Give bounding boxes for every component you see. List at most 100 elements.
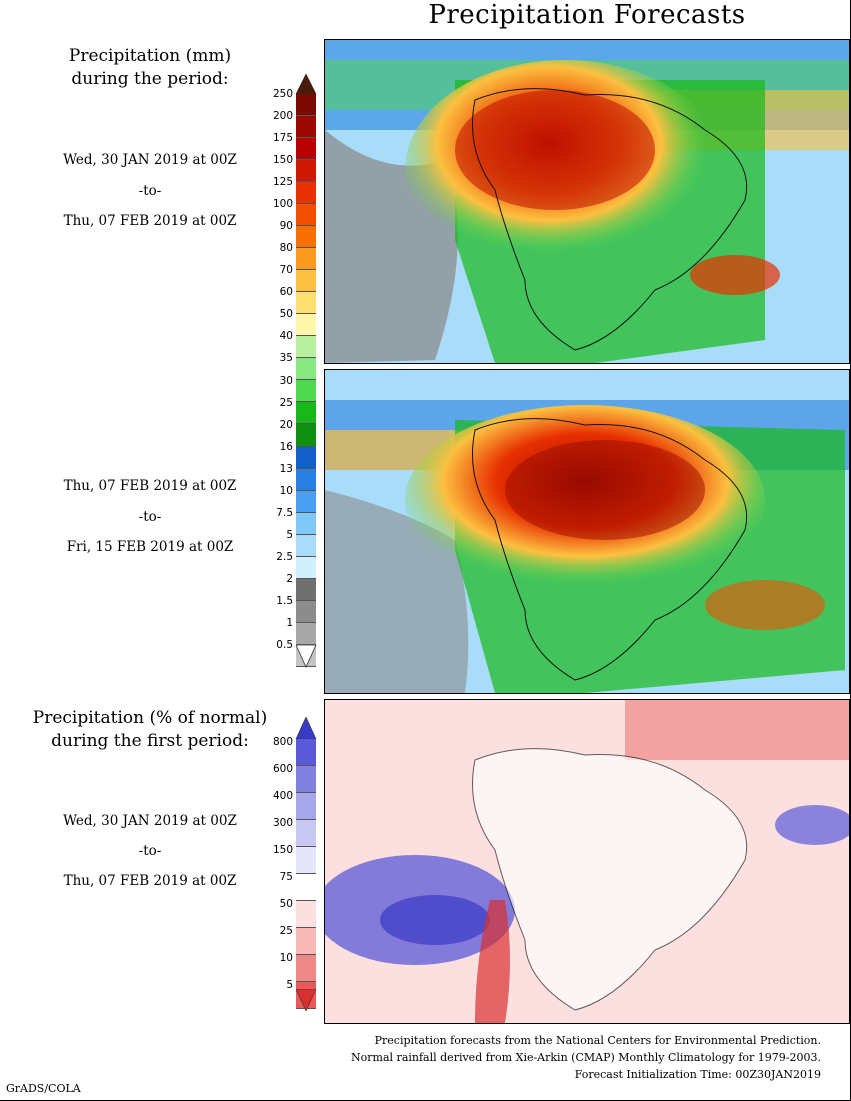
colorbar-segment xyxy=(296,468,316,491)
colorbar-tick-label: 300 xyxy=(272,817,293,829)
mm-colorbar-top-arrow xyxy=(296,74,317,94)
colorbar-tick-label: 5 xyxy=(286,528,293,541)
colorbar-tick-label: 7.5 xyxy=(276,506,293,519)
colorbar-tick-label: 60 xyxy=(279,286,293,299)
colorbar-tick-label: 100 xyxy=(272,198,293,211)
colorbar-segment xyxy=(296,578,316,601)
percent-of-normal-map xyxy=(324,699,850,1024)
panel2-end-date: Fri, 15 FEB 2019 at 00Z xyxy=(66,539,234,555)
colorbar-segment xyxy=(296,901,316,928)
colorbar-tick-label: 16 xyxy=(279,440,293,453)
mm-colorbar-bottom-arrow xyxy=(296,645,317,668)
colorbar-tick-label: 30 xyxy=(279,374,293,387)
credit: GrADS/COLA xyxy=(6,1082,81,1095)
panel1-label-line1: Precipitation (mm) xyxy=(68,46,232,66)
colorbar-segment xyxy=(296,512,316,535)
pct-colorbar-top-arrow xyxy=(296,717,317,739)
colorbar-tick-label: 5 xyxy=(286,979,293,991)
colorbar-tick-label: 250 xyxy=(272,88,293,100)
colorbar-segment xyxy=(296,380,316,403)
colorbar-segment xyxy=(296,204,316,227)
colorbar-segment xyxy=(296,534,316,557)
colorbar-tick-label: 40 xyxy=(279,330,293,343)
colorbar-segment xyxy=(296,116,316,139)
colorbar-tick-label: 1 xyxy=(286,616,293,629)
colorbar-tick-label: 600 xyxy=(272,763,293,775)
panel2-separator: -to- xyxy=(138,509,162,525)
colorbar-segment xyxy=(296,226,316,249)
colorbar-tick-label: 2.5 xyxy=(276,550,293,563)
colorbar-tick-label: 80 xyxy=(279,242,293,255)
colorbar-tick-label: 90 xyxy=(279,220,293,233)
colorbar-tick-label: 150 xyxy=(272,154,293,167)
panel3-separator: -to- xyxy=(138,843,162,859)
colorbar-tick-label: 150 xyxy=(272,844,293,856)
colorbar-segment xyxy=(296,314,316,337)
colorbar-tick-label: 20 xyxy=(279,418,293,431)
colorbar-segment xyxy=(296,490,316,513)
panel3-label-line1: Precipitation (% of normal) xyxy=(32,708,268,728)
panel3-start-date: Wed, 30 JAN 2019 at 00Z xyxy=(63,813,237,829)
colorbar-segment xyxy=(296,847,316,874)
panel2-start-date: Thu, 07 FEB 2019 at 00Z xyxy=(63,478,237,494)
panel3-label-line2: during the first period: xyxy=(51,731,249,751)
colorbar-tick-label: 175 xyxy=(272,132,293,145)
page-title: Precipitation Forecasts xyxy=(428,0,746,30)
colorbar-segment xyxy=(296,446,316,469)
colorbar-tick-label: 800 xyxy=(272,736,293,748)
colorbar-segment xyxy=(296,248,316,271)
colorbar-segment xyxy=(296,600,316,623)
footnote-line2: Normal rainfall derived from Xie-Arkin (… xyxy=(351,1051,821,1064)
panel1-start-date: Wed, 30 JAN 2019 at 00Z xyxy=(63,152,237,168)
colorbar-segment xyxy=(296,766,316,793)
footnote-line3: Forecast Initialization Time: 00Z30JAN20… xyxy=(574,1068,821,1081)
colorbar-segment xyxy=(296,793,316,820)
colorbar-segment xyxy=(296,160,316,183)
colorbar-tick-label: 2 xyxy=(286,572,293,585)
colorbar-tick-label: 400 xyxy=(272,790,293,802)
colorbar-tick-label: 50 xyxy=(279,308,293,321)
precip-map-period1 xyxy=(324,39,850,364)
colorbar-tick-label: 0.5 xyxy=(276,639,293,651)
pct-colorbar-bottom-arrow xyxy=(296,989,317,1012)
colorbar-tick-label: 125 xyxy=(272,176,293,189)
colorbar-segment xyxy=(296,739,316,766)
panel1-label: Precipitation (mm) during the period: xyxy=(30,45,270,91)
colorbar-segment xyxy=(296,138,316,161)
colorbar-segment xyxy=(296,928,316,955)
precip-map-period2 xyxy=(324,369,850,694)
colorbar-segment xyxy=(296,402,316,425)
colorbar-segment xyxy=(296,424,316,447)
colorbar-tick-label: 50 xyxy=(279,898,293,910)
colorbar-tick-label: 25 xyxy=(279,396,293,409)
colorbar-segment xyxy=(296,622,316,645)
colorbar-segment xyxy=(296,94,316,117)
colorbar-segment xyxy=(296,292,316,315)
colorbar-tick-label: 75 xyxy=(279,871,293,883)
colorbar-segment xyxy=(296,874,316,901)
colorbar-tick-label: 10 xyxy=(279,484,293,497)
colorbar-segment xyxy=(296,336,316,359)
panel1-label-line2: during the period: xyxy=(71,69,229,89)
colorbar-tick-label: 13 xyxy=(279,462,293,475)
panel3-label: Precipitation (% of normal) during the f… xyxy=(20,707,280,753)
colorbar-segment xyxy=(296,955,316,982)
colorbar-segment xyxy=(296,182,316,205)
panel1-end-date: Thu, 07 FEB 2019 at 00Z xyxy=(63,213,237,229)
colorbar-segment xyxy=(296,556,316,579)
colorbar-tick-label: 35 xyxy=(279,352,293,365)
panel1-separator: -to- xyxy=(138,183,162,199)
colorbar-segment xyxy=(296,358,316,381)
footnote-line1: Precipitation forecasts from the Nationa… xyxy=(374,1034,821,1047)
pct-colorbar xyxy=(296,739,316,1009)
colorbar-tick-label: 200 xyxy=(272,110,293,123)
colorbar-segment xyxy=(296,820,316,847)
colorbar-segment xyxy=(296,270,316,293)
colorbar-tick-label: 10 xyxy=(279,952,293,964)
panel3-end-date: Thu, 07 FEB 2019 at 00Z xyxy=(63,873,237,889)
colorbar-tick-label: 1.5 xyxy=(276,594,293,607)
mm-colorbar xyxy=(296,94,316,667)
colorbar-tick-label: 25 xyxy=(279,925,293,937)
colorbar-tick-label: 70 xyxy=(279,264,293,277)
